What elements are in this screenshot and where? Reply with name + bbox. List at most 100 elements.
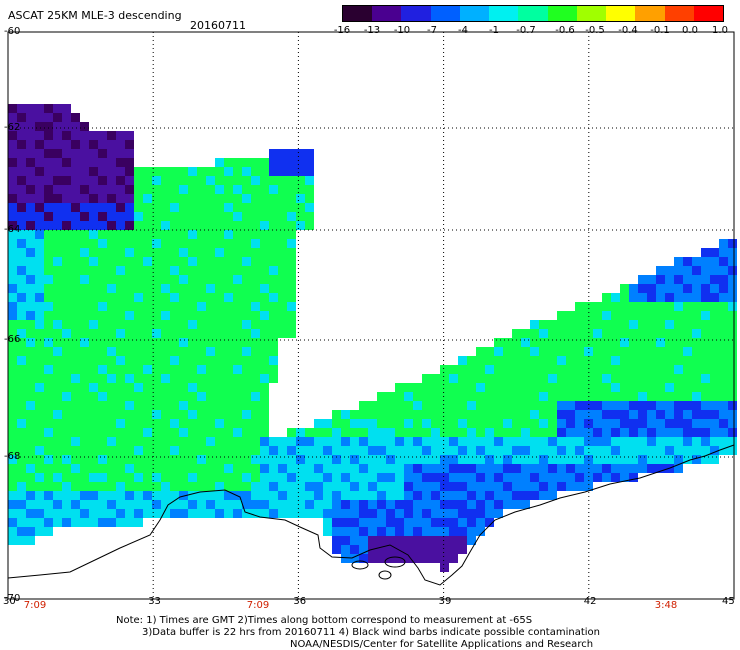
swath-pixel <box>215 320 224 329</box>
swath-pixel <box>251 230 260 239</box>
swath-pixel <box>125 473 134 482</box>
swath-pixel <box>134 455 143 464</box>
swath-pixel <box>89 140 98 149</box>
swath-pixel <box>656 464 665 473</box>
swath-pixel <box>566 338 575 347</box>
swath-pixel <box>530 374 539 383</box>
swath-pixel <box>143 455 152 464</box>
swath-pixel <box>62 284 71 293</box>
swath-pixel <box>449 464 458 473</box>
swath-pixel <box>602 437 611 446</box>
swath-pixel <box>647 329 656 338</box>
swath-pixel <box>368 536 377 545</box>
swath-pixel <box>188 383 197 392</box>
swath-pixel <box>80 428 89 437</box>
swath-pixel <box>485 410 494 419</box>
swath-pixel <box>44 356 53 365</box>
swath-pixel <box>224 194 233 203</box>
swath-pixel <box>170 203 179 212</box>
swath-pixel <box>107 365 116 374</box>
swath-pixel <box>125 491 134 500</box>
swath-pixel <box>116 275 125 284</box>
swath-pixel <box>593 338 602 347</box>
swath-pixel <box>557 392 566 401</box>
swath-pixel <box>134 464 143 473</box>
swath-pixel <box>44 410 53 419</box>
swath-pixel <box>269 239 278 248</box>
swath-pixel <box>548 356 557 365</box>
swath-pixel <box>656 392 665 401</box>
swath-pixel <box>134 347 143 356</box>
swath-pixel <box>80 221 89 230</box>
swath-pixel <box>602 302 611 311</box>
swath-pixel <box>269 356 278 365</box>
swath-pixel <box>701 401 710 410</box>
swath-pixel <box>215 356 224 365</box>
latitude-label: -68 <box>4 451 21 462</box>
swath-pixel <box>71 428 80 437</box>
swath-pixel <box>53 104 62 113</box>
swath-pixel <box>80 446 89 455</box>
swath-pixel <box>233 347 242 356</box>
swath-pixel <box>197 446 206 455</box>
swath-pixel <box>620 401 629 410</box>
swath-pixel <box>98 230 107 239</box>
swath-pixel <box>26 212 35 221</box>
swath-pixel <box>269 491 278 500</box>
swath-pixel <box>179 230 188 239</box>
swath-pixel <box>134 491 143 500</box>
swath-pixel <box>62 149 71 158</box>
swath-pixel <box>98 518 107 527</box>
swath-pixel <box>35 383 44 392</box>
swath-pixel <box>458 482 467 491</box>
swath-pixel <box>269 329 278 338</box>
swath-pixel <box>206 356 215 365</box>
swath-pixel <box>134 167 143 176</box>
swath-pixel <box>602 428 611 437</box>
swath-pixel <box>179 509 188 518</box>
swath-pixel <box>35 167 44 176</box>
colorbar-swatch <box>635 6 665 21</box>
swath-pixel <box>80 257 89 266</box>
swath-pixel <box>71 176 80 185</box>
swath-pixel <box>269 167 278 176</box>
swath-pixel <box>107 383 116 392</box>
swath-pixel <box>440 419 449 428</box>
swath-pixel <box>467 437 476 446</box>
swath-pixel <box>494 365 503 374</box>
colorbar-tick-label: -16 <box>333 25 351 36</box>
swath-pixel <box>692 383 701 392</box>
swath-pixel <box>431 401 440 410</box>
swath-pixel <box>170 401 179 410</box>
swath-pixel <box>359 419 368 428</box>
swath-pixel <box>359 401 368 410</box>
swath-pixel <box>548 392 557 401</box>
swath-pixel <box>287 473 296 482</box>
swath-pixel <box>143 437 152 446</box>
chart-date: 20160711 <box>190 19 246 32</box>
swath-pixel <box>503 473 512 482</box>
swath-pixel <box>710 257 719 266</box>
swath-pixel <box>332 491 341 500</box>
pass-time-label: 7:09 <box>23 600 47 611</box>
swath-pixel <box>8 509 17 518</box>
swath-pixel <box>647 311 656 320</box>
swath-pixel <box>665 347 674 356</box>
swath-pixel <box>53 491 62 500</box>
swath-pixel <box>332 518 341 527</box>
swath-pixel <box>377 437 386 446</box>
swath-pixel <box>206 212 215 221</box>
swath-pixel <box>260 464 269 473</box>
swath-pixel <box>224 401 233 410</box>
swath-pixel <box>692 392 701 401</box>
swath-pixel <box>422 455 431 464</box>
swath-pixel <box>26 167 35 176</box>
swath-pixel <box>692 347 701 356</box>
swath-pixel <box>125 149 134 158</box>
swath-pixel <box>170 230 179 239</box>
swath-pixel <box>638 356 647 365</box>
swath-pixel <box>584 311 593 320</box>
swath-pixel <box>98 149 107 158</box>
swath-pixel <box>521 464 530 473</box>
swath-pixel <box>17 329 26 338</box>
